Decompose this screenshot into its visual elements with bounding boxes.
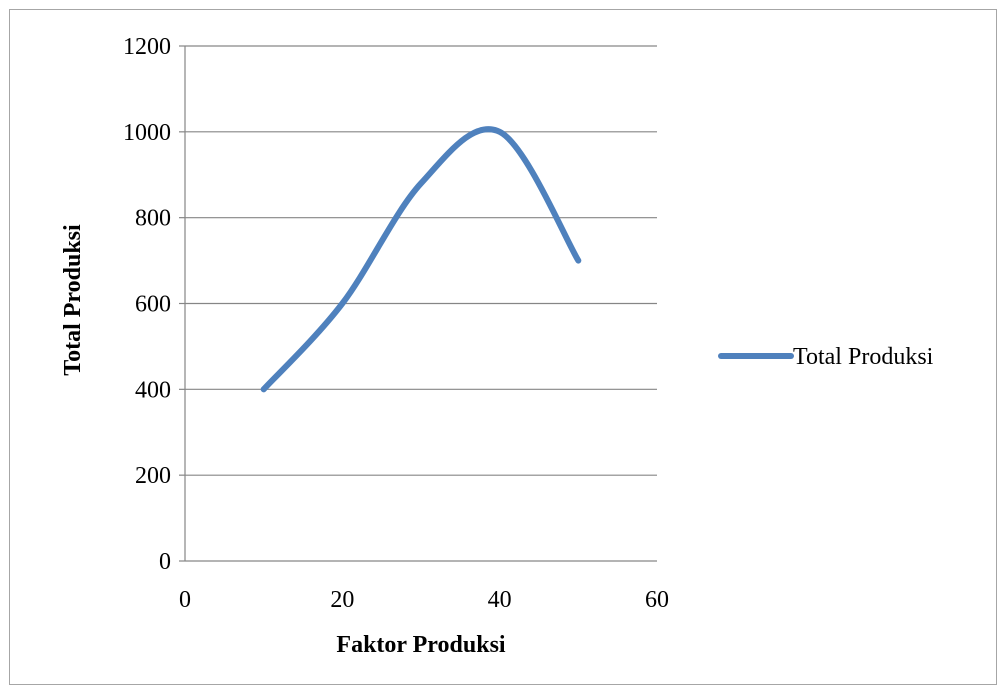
y-axis-title: Total Produksi <box>60 224 86 376</box>
chart-frame <box>9 9 997 685</box>
legend-label-total-produksi: Total Produksi <box>793 344 934 370</box>
x-tick-label-0: 0 <box>179 587 191 613</box>
x-tick-label-20: 20 <box>330 587 354 613</box>
series-line-total-produksi <box>260 126 582 393</box>
y-tick-label-400: 400 <box>135 377 171 403</box>
x-axis-title: Faktor Produksi <box>336 632 505 658</box>
series-lines <box>260 126 582 393</box>
y-tick-label-800: 800 <box>135 206 171 232</box>
y-tick-label-600: 600 <box>135 292 171 318</box>
y-tick-labels: 0 200 400 600 800 1000 1200 <box>123 34 171 575</box>
y-tick-label-0: 0 <box>159 549 171 575</box>
y-tick-label-1200: 1200 <box>123 34 171 60</box>
legend: Total Produksi <box>718 344 934 370</box>
y-tick-label-200: 200 <box>135 463 171 489</box>
x-tick-labels: 0 20 40 60 <box>179 587 669 613</box>
gridlines <box>185 45 657 476</box>
x-tick-label-40: 40 <box>488 587 512 613</box>
axes <box>179 45 657 562</box>
y-tick-label-1000: 1000 <box>123 120 171 146</box>
x-tick-label-60: 60 <box>645 587 669 613</box>
